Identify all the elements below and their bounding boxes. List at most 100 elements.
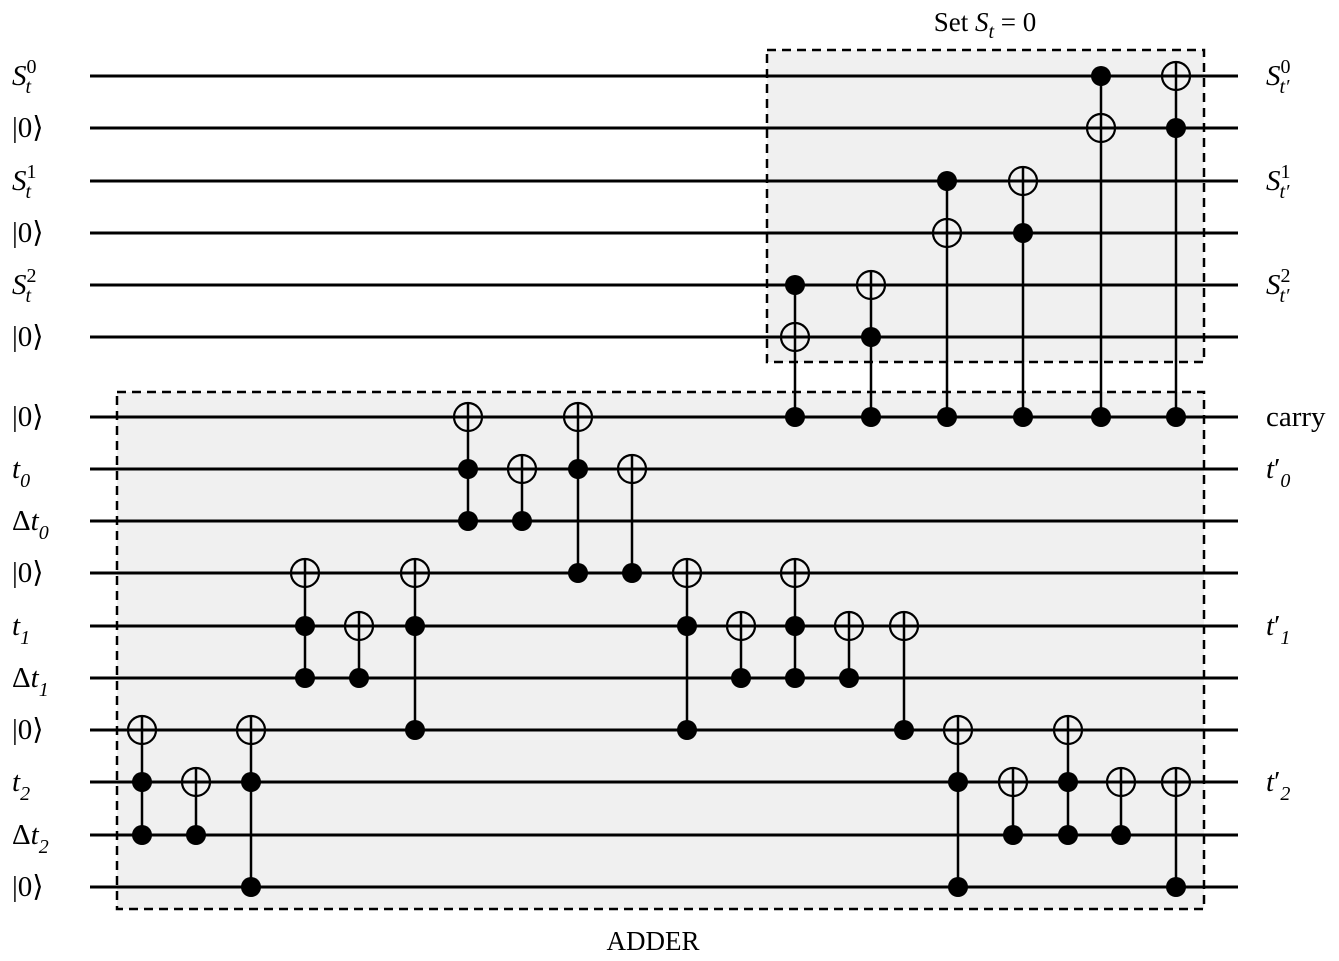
target-xor-symbol — [180, 766, 212, 798]
control-dot — [186, 825, 206, 845]
cnot-gate-11 — [725, 610, 757, 688]
control-dot — [1013, 223, 1033, 243]
control-dot — [132, 772, 152, 792]
target-xor-symbol — [1160, 766, 1192, 798]
cnot-gate-17 — [1052, 714, 1084, 845]
input-label-7: t0 — [12, 453, 30, 492]
control-dot — [512, 511, 532, 531]
cnot-gate-12 — [779, 557, 811, 688]
target-xor-symbol — [1007, 165, 1039, 197]
cnot-gate-25 — [1160, 60, 1192, 427]
target-xor-symbol — [1052, 714, 1084, 746]
output-label-7: t′0 — [1266, 453, 1290, 492]
control-dot — [458, 459, 478, 479]
cnot-gate-18 — [1105, 766, 1137, 845]
target-xor-symbol — [779, 321, 811, 353]
cnot-gate-14 — [888, 610, 920, 740]
cnot-gate-1 — [180, 766, 212, 845]
cnot-gate-20 — [779, 275, 811, 427]
target-xor-symbol — [997, 766, 1029, 798]
target-xor-symbol — [562, 401, 594, 433]
control-dot — [785, 616, 805, 636]
target-xor-symbol — [452, 401, 484, 433]
control-dot — [948, 877, 968, 897]
control-dot — [861, 407, 881, 427]
control-dot — [785, 668, 805, 688]
control-dot — [1091, 66, 1111, 86]
input-label-6: |0⟩ — [12, 401, 44, 433]
input-label-8: Δt0 — [12, 505, 49, 544]
cnot-gate-21 — [855, 269, 887, 427]
control-dot — [937, 171, 957, 191]
control-dot — [405, 720, 425, 740]
qubit-wires — [90, 74, 1238, 889]
control-dot — [894, 720, 914, 740]
target-xor-symbol — [616, 453, 648, 485]
target-xor-symbol — [855, 269, 887, 301]
cnot-gate-4 — [343, 610, 375, 688]
input-labels: S0 t |0⟩ S1 t |0⟩ S2 t |0⟩ |0⟩ t0 Δt0 |0⟩ t1 Δt1 |0⟩ t2 Δ… — [12, 56, 49, 903]
cnot-gate-0 — [126, 714, 158, 845]
input-label-10: t1 — [12, 610, 30, 649]
control-dot — [785, 407, 805, 427]
control-dot — [1166, 407, 1186, 427]
target-xor-symbol — [1105, 766, 1137, 798]
control-dot — [622, 563, 642, 583]
target-xor-symbol — [1085, 112, 1117, 144]
set-st-box — [765, 48, 1206, 364]
cnot-gate-2 — [235, 714, 267, 897]
input-label-11: Δt1 — [12, 662, 49, 701]
output-labels: S0 t′ S1 t′ S2 t′ carry t′0 t′1 t′2 — [1266, 56, 1326, 805]
input-label-5: |0⟩ — [12, 321, 44, 353]
cnot-gate-10 — [671, 557, 703, 740]
input-label-9: |0⟩ — [12, 557, 44, 589]
control-dot — [458, 511, 478, 531]
output-label-6: carry — [1266, 401, 1326, 433]
cnot-gate-9 — [616, 453, 648, 583]
target-xor-symbol — [343, 610, 375, 642]
target-xor-symbol — [289, 557, 321, 589]
target-xor-symbol — [779, 557, 811, 589]
control-dot — [241, 772, 261, 792]
target-xor-symbol — [942, 714, 974, 746]
cnot-gate-16 — [997, 766, 1029, 845]
cnot-gate-24 — [1085, 66, 1117, 427]
control-dot — [785, 275, 805, 295]
input-label-14: Δt2 — [12, 819, 49, 858]
input-label-3: |0⟩ — [12, 217, 44, 249]
set-st-caption: Set St = 0 — [934, 7, 1037, 43]
target-xor-symbol — [506, 453, 538, 485]
target-xor-symbol — [725, 610, 757, 642]
control-dot — [349, 668, 369, 688]
target-xor-symbol — [399, 557, 431, 589]
adder-caption: ADDER — [607, 926, 700, 956]
input-label-12: |0⟩ — [12, 714, 44, 746]
output-label-0: S0 t′ — [1266, 56, 1291, 98]
target-xor-symbol — [126, 714, 158, 746]
cnot-gate-22 — [931, 171, 963, 427]
adder-box — [115, 390, 1206, 911]
output-label-13: t′2 — [1266, 766, 1290, 805]
cnot-gate-13 — [833, 610, 865, 688]
control-dot — [1058, 772, 1078, 792]
control-dot — [132, 825, 152, 845]
control-dot — [937, 407, 957, 427]
input-label-0: S0 t — [12, 56, 37, 98]
control-dot — [1003, 825, 1023, 845]
cnot-gate-6 — [452, 401, 484, 531]
cnot-gate-23 — [1007, 165, 1039, 427]
control-dot — [948, 772, 968, 792]
control-dot — [861, 327, 881, 347]
input-label-15: |0⟩ — [12, 871, 44, 903]
target-xor-symbol — [671, 557, 703, 589]
control-dot — [405, 616, 425, 636]
target-xor-symbol — [931, 217, 963, 249]
control-dot — [677, 616, 697, 636]
control-dot — [839, 668, 859, 688]
control-dot — [295, 668, 315, 688]
input-label-13: t2 — [12, 766, 30, 805]
target-xor-symbol — [235, 714, 267, 746]
input-label-2: S1 t — [12, 161, 37, 203]
control-dot — [1111, 825, 1131, 845]
